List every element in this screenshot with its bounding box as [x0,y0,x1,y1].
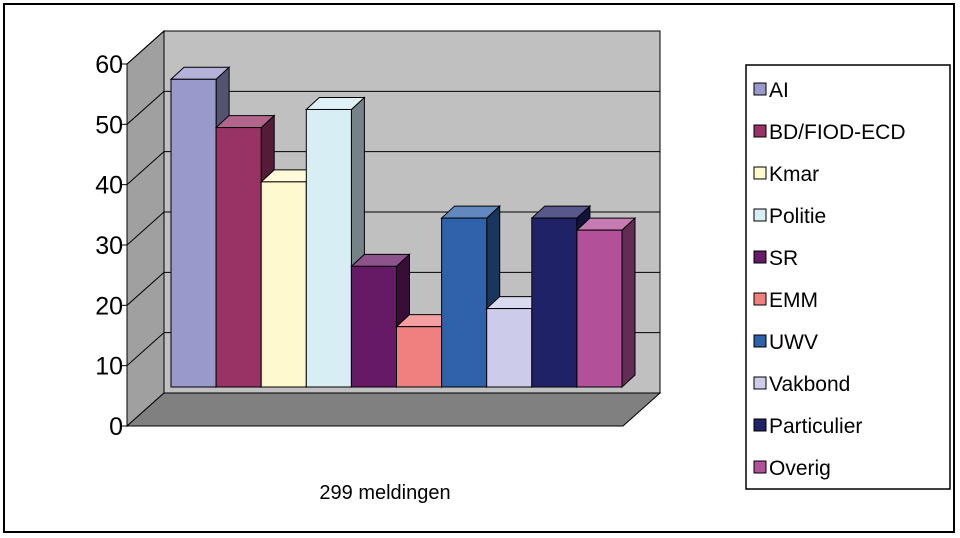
bar [215,127,262,388]
legend-swatch [753,418,767,432]
legend-swatch [753,292,767,306]
bar [576,229,623,388]
legend-swatch [753,250,767,264]
legend-label: EMM [769,289,818,312]
legend-label: Overig [769,457,831,480]
bar [486,308,533,388]
y-tick-label: 10 [95,353,123,381]
bar [305,108,352,388]
y-tick-label: 30 [95,232,123,260]
bar [531,217,578,388]
category-label: 299 meldingen [319,482,450,504]
y-tick-label: 40 [95,172,123,200]
bar [350,265,397,388]
x-axis: 299 meldingen [319,482,450,504]
legend-swatch [753,334,767,348]
bar [260,181,307,388]
legend-swatch [753,166,767,180]
legend-label: SR [769,247,798,270]
legend-label: Vakbond [769,373,850,396]
bar-side [621,216,636,389]
legend: AI BD/FIOD-ECD Kmar Politie SR EMM UWV Vakbond P… [745,64,951,490]
legend-box [745,64,951,490]
legend-swatch [753,124,767,138]
y-tick-label: 50 [95,111,123,139]
legend-label: AI [769,79,789,102]
y-tick-label: 20 [95,292,123,320]
legend-swatch [753,460,767,474]
legend-swatch [753,376,767,390]
y-tick-label: 0 [109,413,123,441]
legend-swatch [753,82,767,96]
legend-label: BD/FIOD-ECD [769,121,906,144]
gridline [126,30,660,65]
y-tick-label: 60 [95,51,123,79]
legend-label: Particulier [769,415,862,438]
legend-label: Kmar [769,163,819,186]
bars [169,66,637,389]
bar [441,217,488,388]
y-axis: 0 10 20 30 40 50 60 [95,51,623,441]
legend-swatch [753,208,767,222]
bar [396,326,443,388]
legend-label: Politie [769,205,826,228]
legend-label: UWV [769,331,818,354]
gridline [126,151,660,186]
floor [125,392,662,427]
bar [170,78,217,388]
gridline [126,90,660,125]
